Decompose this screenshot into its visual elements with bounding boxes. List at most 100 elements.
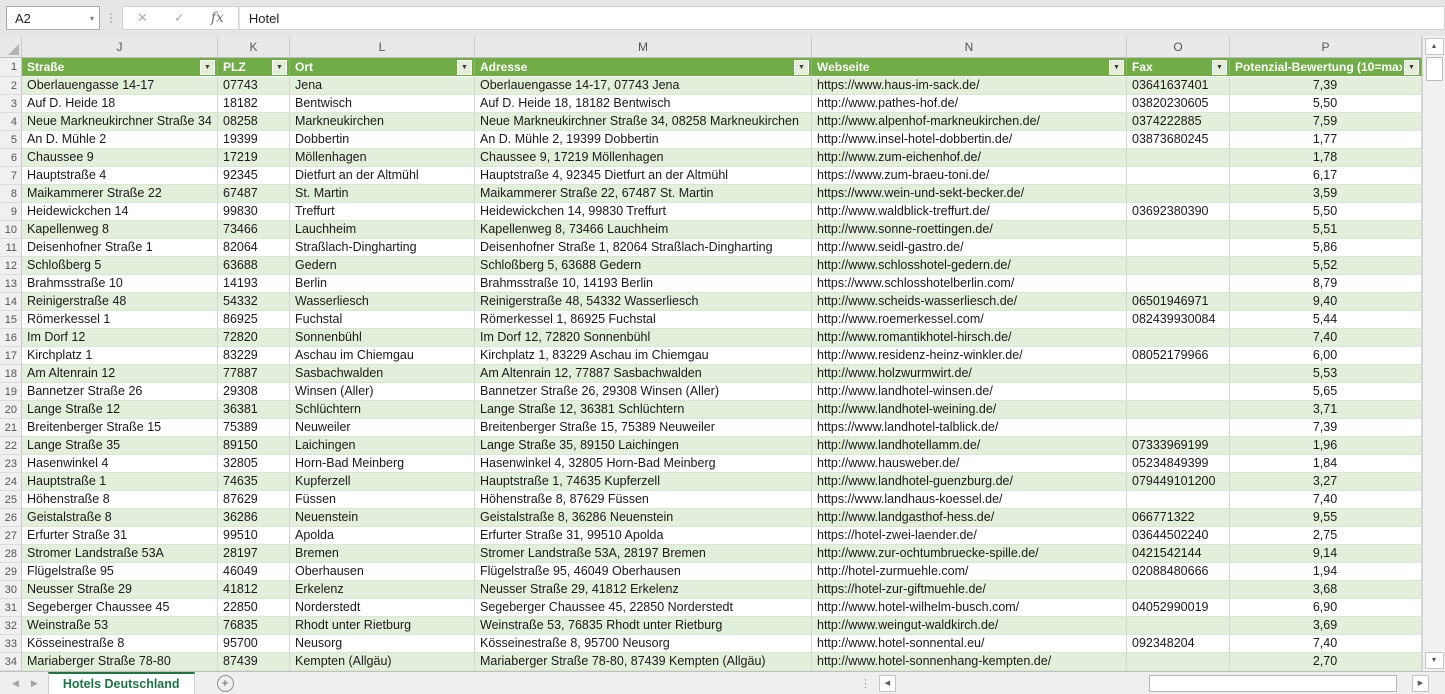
cell[interactable]: Bentwisch (290, 95, 475, 113)
cell[interactable]: 28197 (218, 545, 290, 563)
cell[interactable]: Reinigerstraße 48, 54332 Wasserliesch (475, 293, 812, 311)
cell[interactable] (1127, 167, 1230, 185)
cell[interactable]: http://www.waldblick-treffurt.de/ (812, 203, 1127, 221)
scroll-down-icon[interactable]: ▼ (1424, 652, 1444, 669)
cell[interactable] (1127, 185, 1230, 203)
row-number[interactable]: 12 (0, 257, 22, 275)
row-number[interactable]: 3 (0, 95, 22, 113)
tab-next-icon[interactable]: ▶ (30, 677, 38, 688)
column-header-J[interactable]: J (22, 36, 218, 57)
cell[interactable]: http://www.hotel-wilhelm-busch.com/ (812, 599, 1127, 617)
cell[interactable]: Erfurter Straße 31 (22, 527, 218, 545)
cell[interactable]: 7,39 (1230, 77, 1422, 95)
scroll-left-icon[interactable]: ◀ (879, 674, 896, 692)
cell[interactable]: 7,40 (1230, 491, 1422, 509)
cell[interactable]: Römerkessel 1, 86925 Fuchstal (475, 311, 812, 329)
row-number[interactable]: 30 (0, 581, 22, 599)
cell[interactable]: 18182 (218, 95, 290, 113)
cell[interactable]: Chaussee 9 (22, 149, 218, 167)
cell[interactable]: 02088480666 (1127, 563, 1230, 581)
cell[interactable]: Wasserliesch (290, 293, 475, 311)
cell[interactable]: Kirchplatz 1, 83229 Aschau im Chiemgau (475, 347, 812, 365)
cell[interactable]: 5,65 (1230, 383, 1422, 401)
cell[interactable]: 06501946971 (1127, 293, 1230, 311)
vertical-scrollbar[interactable]: ▲ ▼ (1422, 36, 1445, 671)
cell[interactable]: https://www.landhotel-talblick.de/ (812, 419, 1127, 437)
cell[interactable]: Stromer Landstraße 53A (22, 545, 218, 563)
cell[interactable]: Segeberger Chaussee 45 (22, 599, 218, 617)
cell[interactable]: Flügelstraße 95 (22, 563, 218, 581)
cell[interactable] (1127, 383, 1230, 401)
cell[interactable]: Hauptstraße 4 (22, 167, 218, 185)
table-header-cell[interactable]: Potenzial-Bewertung (10=max) ▼ (1230, 58, 1422, 77)
cell[interactable]: Brahmsstraße 10, 14193 Berlin (475, 275, 812, 293)
cell[interactable]: 63688 (218, 257, 290, 275)
filter-icon[interactable]: ▼ (457, 59, 472, 75)
cell[interactable]: http://www.insel-hotel-dobbertin.de/ (812, 131, 1127, 149)
table-header-cell[interactable]: PLZ ▼ (218, 58, 290, 77)
cell[interactable]: Fuchstal (290, 311, 475, 329)
cell[interactable]: Mariaberger Straße 78-80, 87439 Kempten … (475, 653, 812, 671)
cell[interactable]: 8,79 (1230, 275, 1422, 293)
cell[interactable]: 54332 (218, 293, 290, 311)
cell[interactable]: Lauchheim (290, 221, 475, 239)
cell[interactable]: Geistalstraße 8 (22, 509, 218, 527)
cell[interactable] (1127, 617, 1230, 635)
cell[interactable]: Lange Straße 12 (22, 401, 218, 419)
table-header-cell[interactable]: Straße ▼ (22, 58, 218, 77)
cell[interactable]: Sonnenbühl (290, 329, 475, 347)
cell[interactable]: Rhodt unter Rietburg (290, 617, 475, 635)
cell[interactable]: Möllenhagen (290, 149, 475, 167)
cell[interactable]: https://hotel-zur-giftmuehle.de/ (812, 581, 1127, 599)
cell[interactable]: Brahmsstraße 10 (22, 275, 218, 293)
cell[interactable]: 2,70 (1230, 653, 1422, 671)
cell[interactable]: 41812 (218, 581, 290, 599)
cell[interactable]: 7,40 (1230, 329, 1422, 347)
cell[interactable]: 2,75 (1230, 527, 1422, 545)
cell[interactable]: 1,78 (1230, 149, 1422, 167)
filter-icon[interactable]: ▼ (272, 59, 287, 75)
cell[interactable]: 32805 (218, 455, 290, 473)
cell[interactable]: 1,84 (1230, 455, 1422, 473)
row-number[interactable]: 1 (0, 58, 22, 77)
cell[interactable]: Chaussee 9, 17219 Möllenhagen (475, 149, 812, 167)
cell[interactable]: 5,86 (1230, 239, 1422, 257)
table-header-cell[interactable]: Ort ▼ (290, 58, 475, 77)
cell[interactable]: 92345 (218, 167, 290, 185)
formula-bar-drag-handle-icon[interactable]: ⋮ (105, 11, 117, 25)
row-number[interactable]: 14 (0, 293, 22, 311)
cell[interactable]: https://www.schlosshotelberlin.com/ (812, 275, 1127, 293)
cell[interactable]: 5,44 (1230, 311, 1422, 329)
cell[interactable]: Gedern (290, 257, 475, 275)
cell[interactable]: Im Dorf 12, 72820 Sonnenbühl (475, 329, 812, 347)
cell[interactable]: Neuenstein (290, 509, 475, 527)
cell[interactable]: 6,90 (1230, 599, 1422, 617)
cell[interactable]: 7,39 (1230, 419, 1422, 437)
column-header-K[interactable]: K (218, 36, 290, 57)
cell[interactable]: Aschau im Chiemgau (290, 347, 475, 365)
cell[interactable]: 03820230605 (1127, 95, 1230, 113)
cell[interactable]: Stromer Landstraße 53A, 28197 Bremen (475, 545, 812, 563)
row-number[interactable]: 16 (0, 329, 22, 347)
cell[interactable]: Lange Straße 35, 89150 Laichingen (475, 437, 812, 455)
cell[interactable]: Neusser Straße 29 (22, 581, 218, 599)
cell[interactable]: Weinstraße 53, 76835 Rhodt unter Rietbur… (475, 617, 812, 635)
cell[interactable]: Hasenwinkel 4, 32805 Horn-Bad Meinberg (475, 455, 812, 473)
cell[interactable]: Am Altenrain 12, 77887 Sasbachwalden (475, 365, 812, 383)
cell[interactable]: 04052990019 (1127, 599, 1230, 617)
cell[interactable]: 08052179966 (1127, 347, 1230, 365)
cell[interactable]: https://www.zum-braeu-toni.de/ (812, 167, 1127, 185)
cell[interactable]: 5,51 (1230, 221, 1422, 239)
cell[interactable]: 95700 (218, 635, 290, 653)
cell[interactable]: 36286 (218, 509, 290, 527)
cell[interactable]: 1,94 (1230, 563, 1422, 581)
cell[interactable]: 77887 (218, 365, 290, 383)
cell[interactable]: 1,77 (1230, 131, 1422, 149)
cell[interactable]: 19399 (218, 131, 290, 149)
cell[interactable]: Hasenwinkel 4 (22, 455, 218, 473)
cell[interactable]: 83229 (218, 347, 290, 365)
cell[interactable]: Auf D. Heide 18 (22, 95, 218, 113)
cell[interactable]: 066771322 (1127, 509, 1230, 527)
cell[interactable]: Kösseinestraße 8 (22, 635, 218, 653)
cell[interactable]: Bannetzer Straße 26 (22, 383, 218, 401)
